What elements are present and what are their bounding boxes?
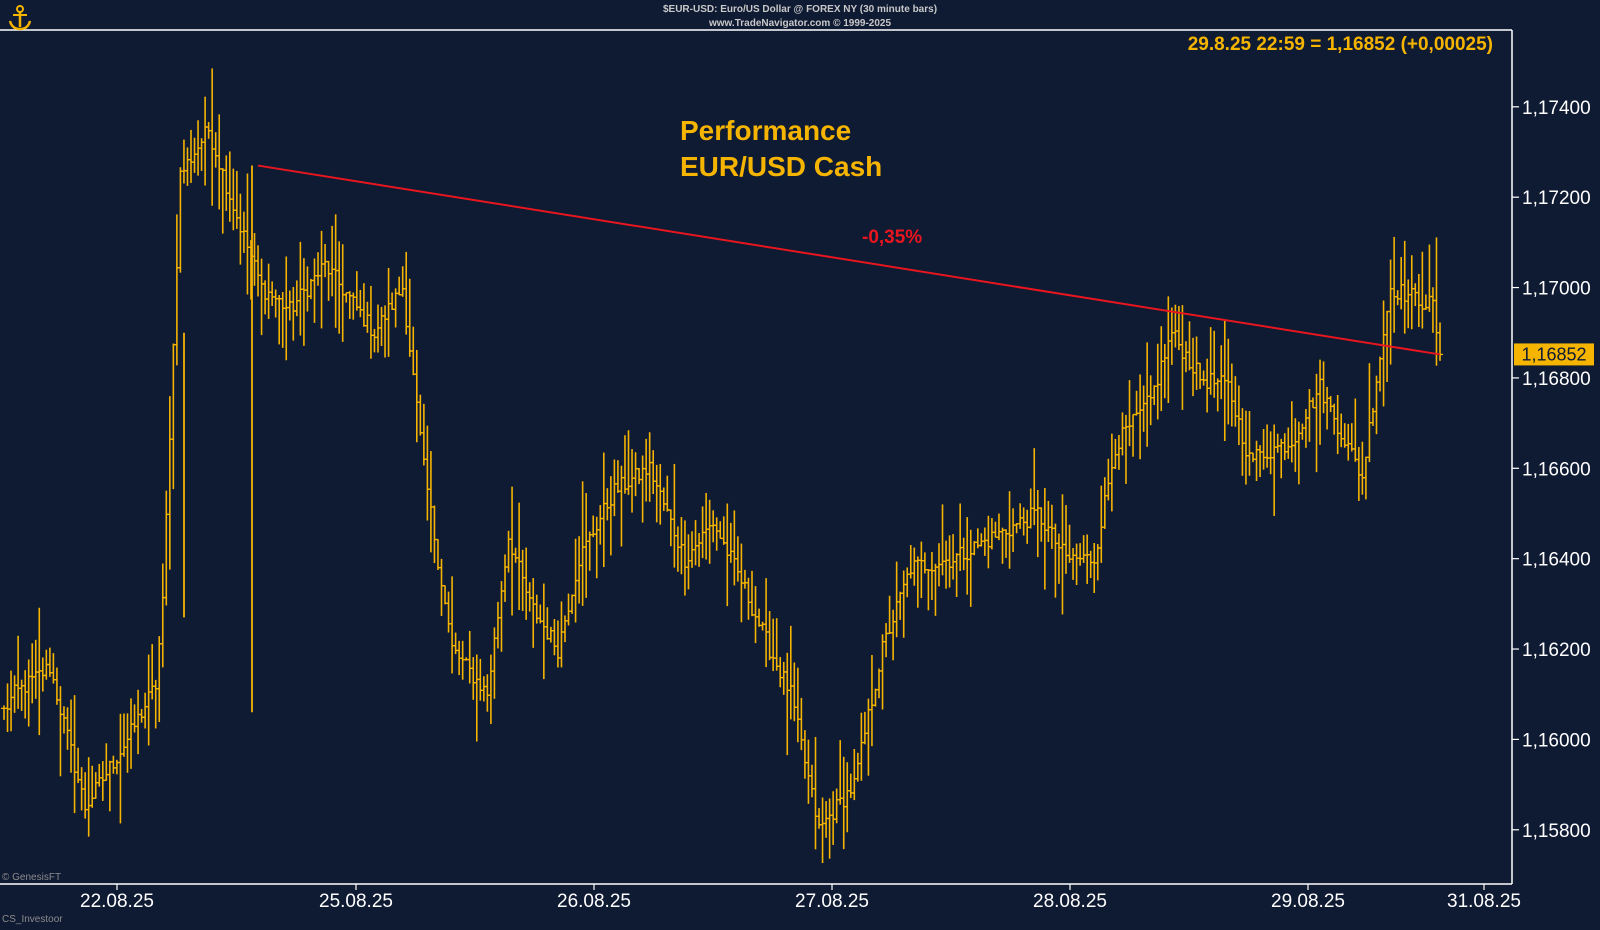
x-axis-tick-label: 31.08.25 (1447, 891, 1521, 912)
x-axis-tick-label: 28.08.25 (1033, 891, 1107, 912)
chart-annotation-title-line2: EUR/USD Cash (680, 151, 882, 182)
y-axis-tick-label: 1,17400 (1522, 98, 1591, 119)
y-axis-tick-label: 1,16800 (1522, 369, 1591, 390)
x-axis-tick-label: 29.08.25 (1271, 891, 1345, 912)
y-axis-tick-label: 1,17200 (1522, 188, 1591, 209)
y-axis-tick-label: 1,16400 (1522, 550, 1591, 571)
chart-annotation-title-line1: Performance (680, 115, 851, 146)
x-axis-tick-label: 26.08.25 (557, 891, 631, 912)
y-axis-tick-label: 1,16000 (1522, 730, 1591, 751)
footer-credit-bottom: CS_Investoor (2, 914, 63, 925)
performance-trendline (257, 164, 1441, 356)
last-quote-readout: 29.8.25 22:59 = 1,16852 (+0,00025) (1188, 34, 1493, 55)
y-axis-tick-label: 1,15800 (1522, 821, 1591, 842)
chart-header-line2: www.TradeNavigator.com © 1999-2025 (708, 18, 892, 29)
anchor-logo (8, 5, 32, 31)
ohlc-bar (1437, 322, 1443, 361)
x-axis-tick-label: 22.08.25 (80, 891, 154, 912)
y-axis-tick-label: 1,17000 (1522, 279, 1591, 300)
last-price-marker: 1,16852 (1514, 343, 1594, 366)
y-axis: 1,15800 1,16000 1,16200 1,16400 1,16600 1,168… (1512, 98, 1591, 842)
last-price-label: 1,16852 (1521, 344, 1586, 364)
ohlc-bars (1, 68, 1443, 864)
footer-credit-top: © GenesisFT (2, 872, 61, 883)
y-axis-tick-label: 1,16200 (1522, 640, 1591, 661)
y-axis-tick-label: 1,16600 (1522, 459, 1591, 480)
x-axis-tick-label: 25.08.25 (319, 891, 393, 912)
trendline-change-label: -0,35% (862, 227, 922, 248)
trendline-group (257, 164, 1441, 356)
x-axis: 22.08.25 25.08.25 26.08.25 27.08.25 28.08.25… (80, 884, 1521, 912)
x-axis-tick-label: 27.08.25 (795, 891, 869, 912)
chart-header-line1: $EUR-USD: Euro/US Dollar @ FOREX NY (30 … (663, 4, 937, 15)
